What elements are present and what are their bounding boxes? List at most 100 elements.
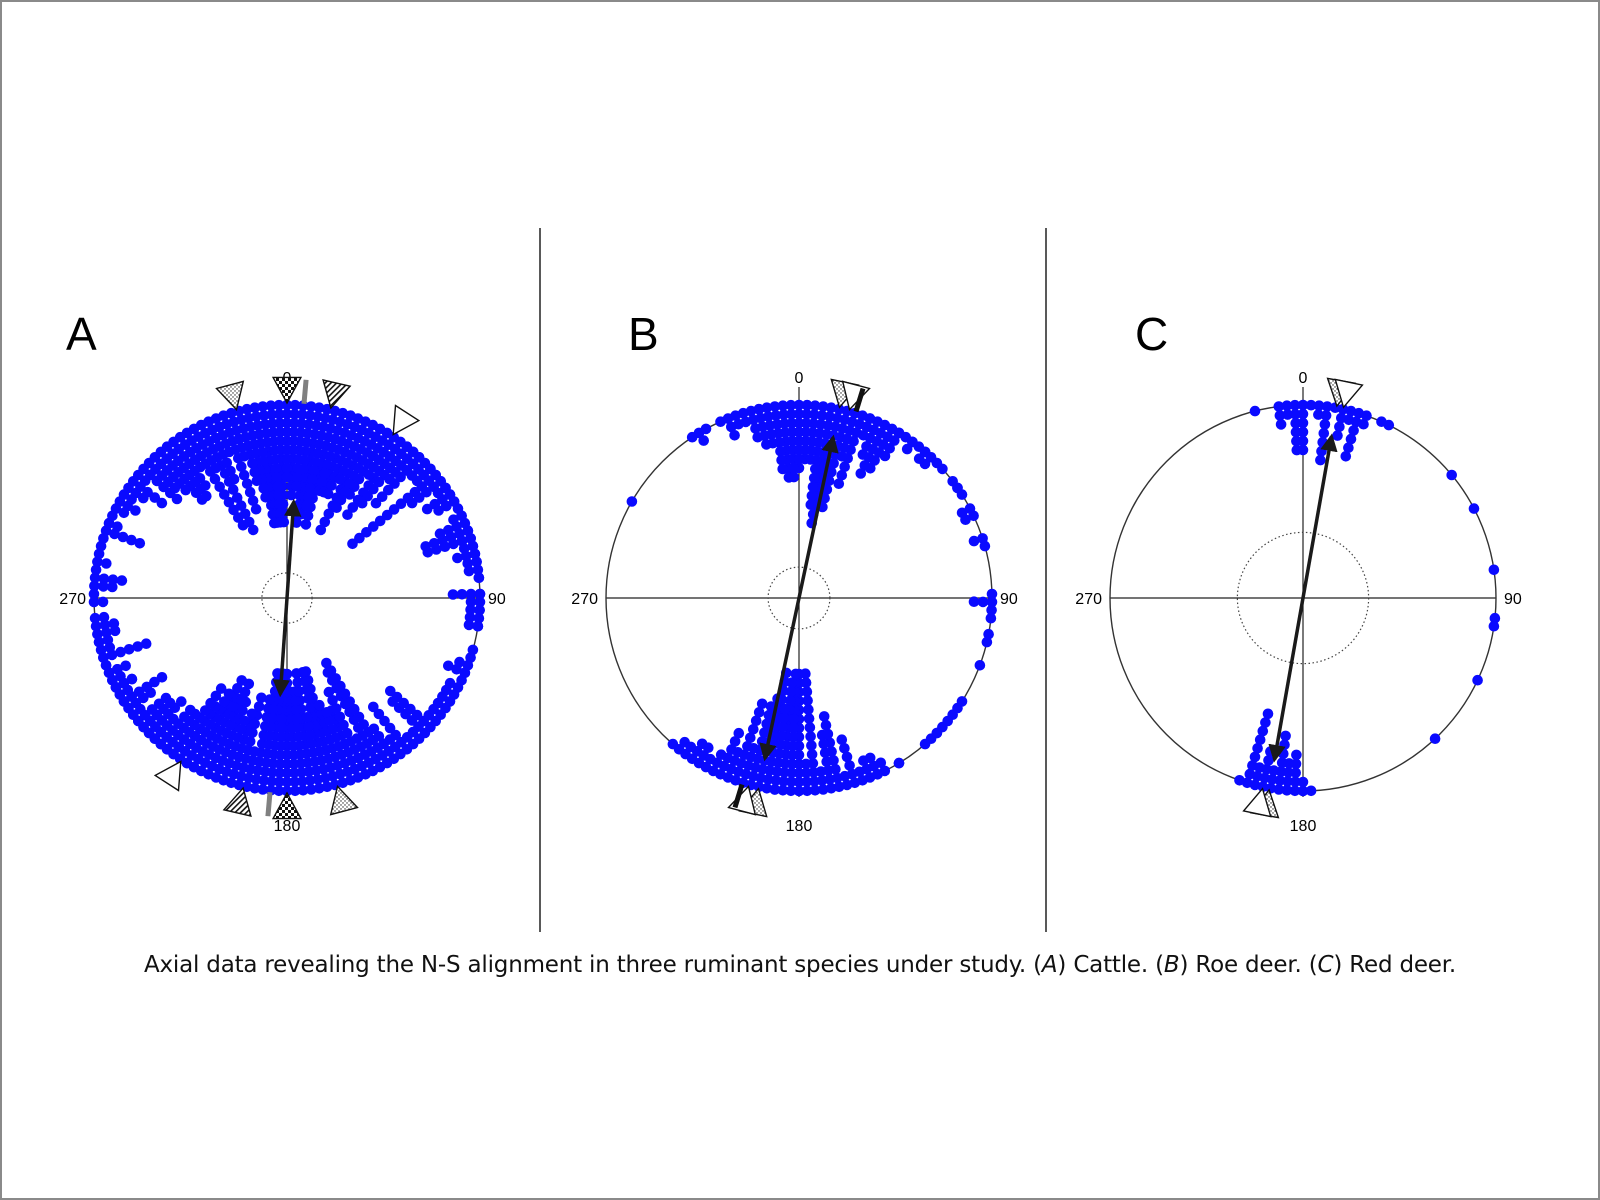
data-point bbox=[1269, 765, 1280, 776]
data-point bbox=[292, 677, 303, 688]
data-point bbox=[789, 472, 800, 483]
data-point bbox=[251, 504, 262, 515]
data-point bbox=[820, 748, 831, 759]
data-point bbox=[770, 401, 781, 412]
data-point bbox=[1469, 503, 1480, 514]
data-point bbox=[249, 746, 260, 757]
data-point bbox=[1234, 775, 1245, 786]
data-point bbox=[818, 401, 829, 412]
data-point bbox=[239, 451, 250, 462]
data-point bbox=[1430, 733, 1441, 744]
data-point bbox=[837, 451, 848, 462]
data-point bbox=[130, 505, 141, 516]
data-point bbox=[777, 722, 788, 733]
data-point bbox=[1280, 731, 1291, 742]
data-point bbox=[787, 759, 798, 770]
caption-c-name: Red deer. bbox=[1349, 952, 1456, 978]
data-point bbox=[109, 618, 120, 629]
data-point bbox=[1317, 437, 1328, 448]
data-point bbox=[805, 454, 816, 465]
data-point bbox=[185, 705, 196, 716]
data-point bbox=[275, 750, 286, 761]
data-point bbox=[302, 712, 313, 723]
data-point bbox=[880, 451, 891, 462]
data-point bbox=[282, 472, 293, 483]
data-point bbox=[127, 674, 138, 685]
data-point bbox=[779, 713, 790, 724]
data-point bbox=[802, 786, 813, 797]
data-point bbox=[275, 759, 286, 770]
data-point bbox=[817, 775, 828, 786]
data-point bbox=[135, 538, 146, 549]
data-point bbox=[786, 686, 797, 697]
tick-label-bottom: 180 bbox=[786, 818, 813, 835]
data-point bbox=[122, 685, 133, 696]
data-point bbox=[801, 677, 812, 688]
data-point bbox=[301, 519, 312, 530]
data-point bbox=[258, 784, 269, 795]
data-point bbox=[266, 409, 277, 420]
data-point bbox=[856, 468, 867, 479]
data-point bbox=[466, 597, 477, 608]
data-point bbox=[357, 498, 368, 509]
data-point bbox=[1250, 406, 1261, 417]
data-point bbox=[311, 457, 322, 468]
data-point bbox=[262, 749, 273, 760]
data-point bbox=[263, 740, 274, 751]
data-point bbox=[468, 645, 479, 656]
data-point bbox=[94, 637, 105, 648]
data-point bbox=[788, 741, 799, 752]
data-point bbox=[424, 475, 435, 486]
data-point bbox=[229, 474, 240, 485]
data-point bbox=[316, 525, 327, 536]
data-point bbox=[1446, 470, 1457, 481]
data-point bbox=[627, 496, 638, 507]
data-point bbox=[305, 702, 316, 713]
marker-triangle-plain bbox=[155, 762, 181, 791]
data-point bbox=[312, 774, 323, 785]
data-point bbox=[776, 455, 787, 466]
data-point bbox=[290, 400, 301, 411]
data-point bbox=[172, 494, 183, 505]
data-point bbox=[305, 410, 316, 421]
data-point bbox=[275, 517, 286, 528]
data-point bbox=[385, 734, 396, 745]
tick-label-top: 0 bbox=[1299, 370, 1308, 387]
data-point bbox=[969, 536, 980, 547]
data-point bbox=[1275, 410, 1286, 421]
data-point bbox=[216, 683, 227, 694]
circular-plot-roe-deer: 090180270 bbox=[571, 370, 1018, 835]
data-point bbox=[1320, 419, 1331, 430]
data-point bbox=[809, 473, 820, 484]
data-point bbox=[98, 533, 109, 544]
data-point bbox=[1306, 400, 1317, 411]
marker-bar bbox=[304, 380, 306, 404]
data-point bbox=[268, 427, 279, 438]
data-point bbox=[734, 728, 745, 739]
data-point bbox=[937, 464, 948, 475]
data-point bbox=[269, 445, 280, 456]
data-point bbox=[914, 453, 925, 464]
data-point bbox=[147, 704, 158, 715]
data-point bbox=[1336, 413, 1347, 424]
data-point bbox=[296, 767, 307, 778]
data-point bbox=[345, 410, 356, 421]
data-point bbox=[265, 722, 276, 733]
data-point bbox=[272, 481, 283, 492]
data-point bbox=[289, 409, 300, 420]
data-point bbox=[947, 476, 958, 487]
data-point bbox=[247, 755, 258, 766]
data-point bbox=[1298, 445, 1309, 456]
data-point bbox=[276, 732, 287, 743]
figure-caption: Axial data revealing the N-S alignment i… bbox=[0, 952, 1600, 978]
data-point bbox=[425, 464, 436, 475]
data-point bbox=[805, 731, 816, 742]
data-point bbox=[1315, 455, 1326, 466]
data-point bbox=[942, 716, 953, 727]
data-point bbox=[975, 660, 986, 671]
data-point bbox=[448, 589, 459, 600]
tick-label-right: 90 bbox=[1000, 591, 1018, 608]
data-point bbox=[1279, 740, 1290, 751]
data-point bbox=[305, 483, 316, 494]
